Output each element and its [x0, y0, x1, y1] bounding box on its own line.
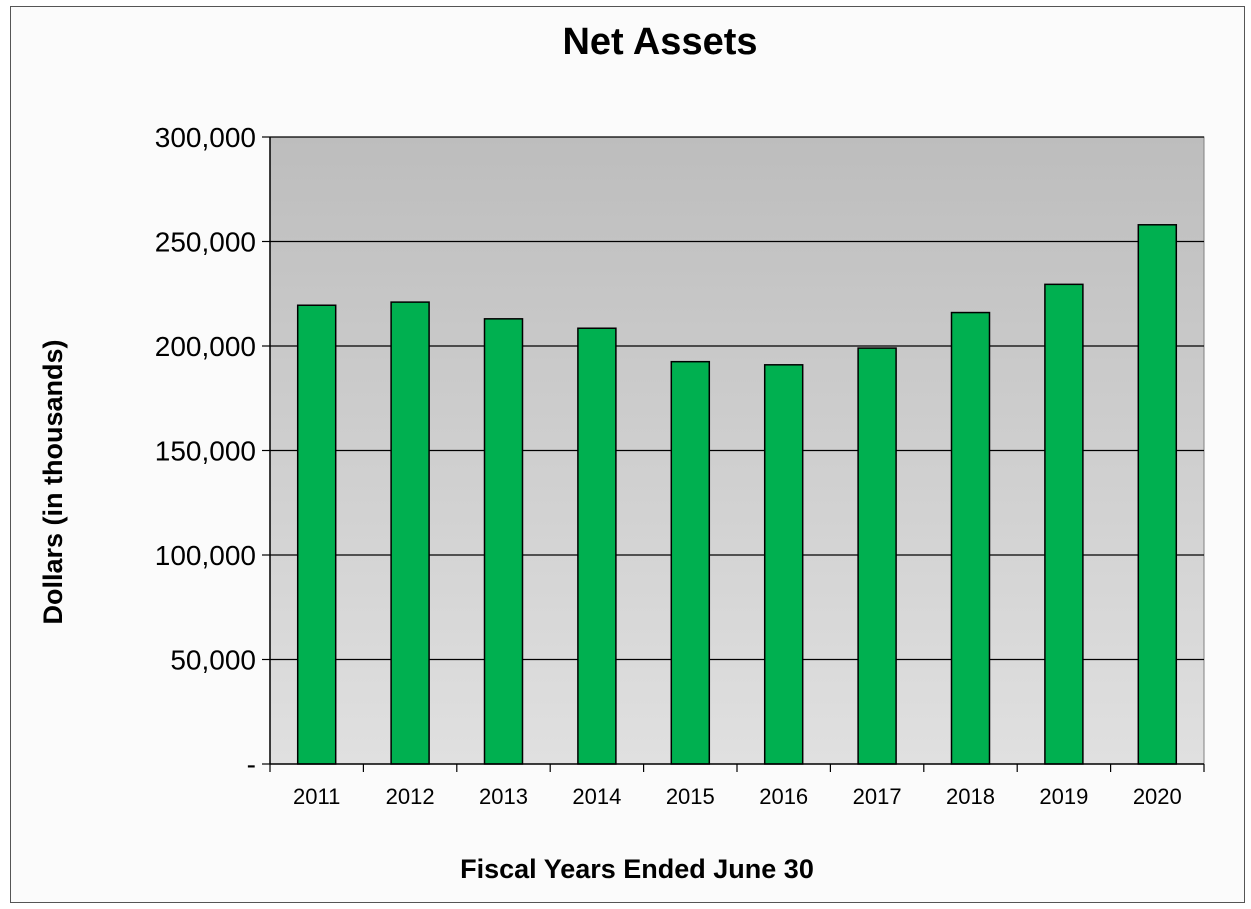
x-tick-label: 2020 [1133, 784, 1182, 809]
bar-2015 [670, 360, 711, 765]
y-tick-label: 100,000 [155, 540, 256, 571]
bar-2016 [763, 364, 804, 765]
x-tick-label: 2011 [293, 784, 340, 809]
x-tick-label: 2017 [853, 784, 902, 809]
y-tick-labels: - 50,000 100,000 150,000 200,000 250,000 300,0… [155, 122, 256, 780]
bars [296, 224, 1178, 765]
y-axis-title: Dollars (in thousands) [38, 339, 68, 624]
y-tick-label: 200,000 [155, 331, 256, 362]
y-tick-label: 250,000 [155, 227, 256, 258]
bar-2019 [1044, 283, 1084, 765]
x-tick-labels: 2011 2012 2013 2014 2015 2016 2017 2018 2019 2020 [293, 784, 1182, 809]
y-tick-label: 300,000 [155, 122, 256, 153]
y-tick-label: 150,000 [155, 436, 256, 467]
bar-2012 [390, 301, 430, 765]
x-tick-label: 2015 [666, 784, 715, 809]
y-tick-label: - [247, 749, 256, 780]
x-axis-title: Fiscal Years Ended June 30 [460, 854, 814, 884]
bar-2017 [857, 347, 897, 765]
axes [262, 136, 1205, 772]
y-tick-label: 50,000 [170, 645, 256, 676]
bar-2018 [950, 311, 991, 765]
x-tick-label: 2018 [946, 784, 995, 809]
x-tick-label: 2019 [1039, 784, 1088, 809]
bar-2013 [483, 318, 524, 765]
chart-title: Net Assets [562, 21, 757, 63]
bar-2020 [1137, 224, 1178, 765]
bar-2011 [296, 304, 337, 765]
x-tick-label: 2016 [759, 784, 808, 809]
x-tick-label: 2013 [479, 784, 528, 809]
bar-2014 [577, 327, 617, 765]
x-tick-label: 2012 [386, 784, 435, 809]
x-tick-label: 2014 [572, 784, 621, 809]
